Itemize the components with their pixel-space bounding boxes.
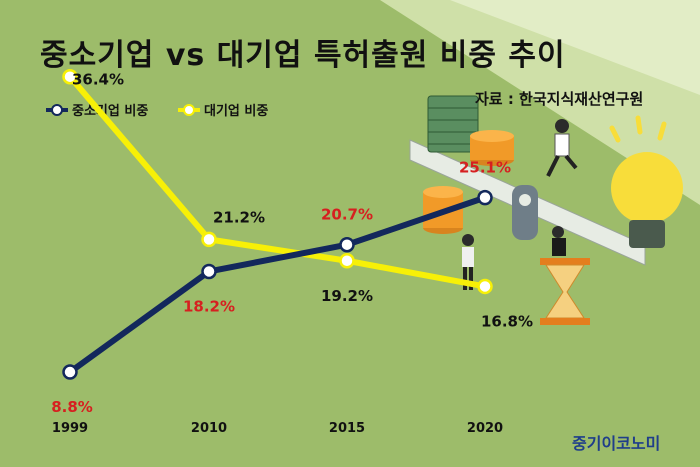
legend-line-large [178,103,200,116]
data-point-sme-2015 [339,236,355,253]
background-light-band [0,0,700,205]
x-tick-label-1999: 1999 [52,421,88,436]
money-stack-icon [427,95,479,153]
legend-line-sme [46,103,68,116]
data-label-large-2010: 21.2% [213,208,265,226]
legend-label-large: 대기업 비중 [204,104,269,119]
data-point-large-2010 [201,231,217,248]
businessman-icon [546,119,578,177]
data-label-sme-2020: 25.1% [459,159,511,177]
series-line-large [67,74,486,290]
series-line-sme [68,194,486,375]
chart-title: 중소기업 vs 대기업 특허출원 비중 추이 [40,38,566,73]
data-label-large-2020: 16.8% [481,312,533,330]
lightbulb-icon [609,115,683,248]
brand-logo: 중기이코노미 [572,434,661,453]
data-label-sme-2010: 18.2% [183,297,235,315]
source-note: 자료 : 한국지식재산연구원 [475,90,644,108]
hourglass-icon [540,226,590,325]
legend-item-large: 대기업 비중 [178,100,268,119]
x-tick-label-2020: 2020 [467,421,503,436]
data-point-sme-1999 [62,364,78,380]
data-label-large-2015: 19.2% [321,287,373,305]
x-tick-label-2015: 2015 [329,421,365,436]
coin-stack-icon [470,130,514,166]
seesaw-illustration [409,95,683,266]
background-highlight [360,0,700,95]
data-label-sme-1999: 8.8% [51,398,93,416]
data-point-sme-2020 [477,189,493,206]
pivot-hole [519,194,531,206]
data-point-large-1999 [62,68,78,85]
x-tick-label-2010: 2010 [191,421,227,436]
data-point-sme-2010 [201,263,217,280]
legend-label-sme: 중소기업 비중 [72,104,149,119]
data-label-large-1999: 36.4% [72,71,124,89]
data-point-large-2015 [339,253,355,269]
data-label-sme-2015: 20.7% [321,206,373,224]
seesaw-pivot [512,185,538,240]
data-point-large-2020 [477,278,493,295]
legend-item-sme: 중소기업 비중 [46,100,148,119]
